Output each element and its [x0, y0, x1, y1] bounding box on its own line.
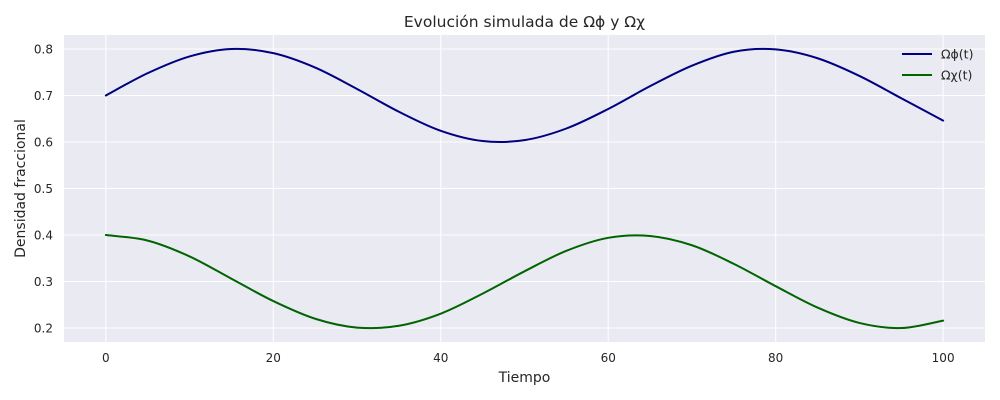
x-tick-label: 0: [102, 351, 110, 365]
y-tick-label: 0.3: [34, 275, 53, 289]
x-axis-ticks: 0 20 40 60 80 100: [102, 351, 955, 365]
x-tick-label: 40: [433, 351, 448, 365]
x-tick-label: 20: [266, 351, 281, 365]
y-tick-label: 0.6: [34, 135, 53, 149]
y-tick-label: 0.7: [34, 89, 53, 103]
x-axis-label: Tiempo: [498, 370, 551, 386]
y-tick-label: 0.2: [34, 322, 53, 336]
series-line-1: [104, 234, 945, 330]
y-axis-ticks: 0.2 0.3 0.4 0.5 0.6 0.7 0.8: [34, 42, 53, 335]
grid: [64, 35, 985, 342]
legend-label-0: Ωϕ(t): [941, 47, 973, 62]
x-tick-label: 60: [601, 351, 616, 365]
series-line-0: [104, 47, 945, 143]
y-tick-label: 0.8: [34, 42, 53, 56]
legend: Ωϕ(t) Ωχ(t): [902, 47, 973, 83]
y-tick-label: 0.4: [34, 229, 53, 243]
x-tick-label: 80: [768, 351, 783, 365]
y-tick-label: 0.5: [34, 182, 53, 196]
series-layer: [104, 47, 945, 330]
legend-label-1: Ωχ(t): [941, 68, 972, 83]
y-axis-label: Densidad fraccional: [13, 119, 29, 258]
x-tick-label: 100: [932, 351, 955, 365]
chart-title: Evolución simulada de Ωϕ y Ωχ: [404, 13, 645, 31]
